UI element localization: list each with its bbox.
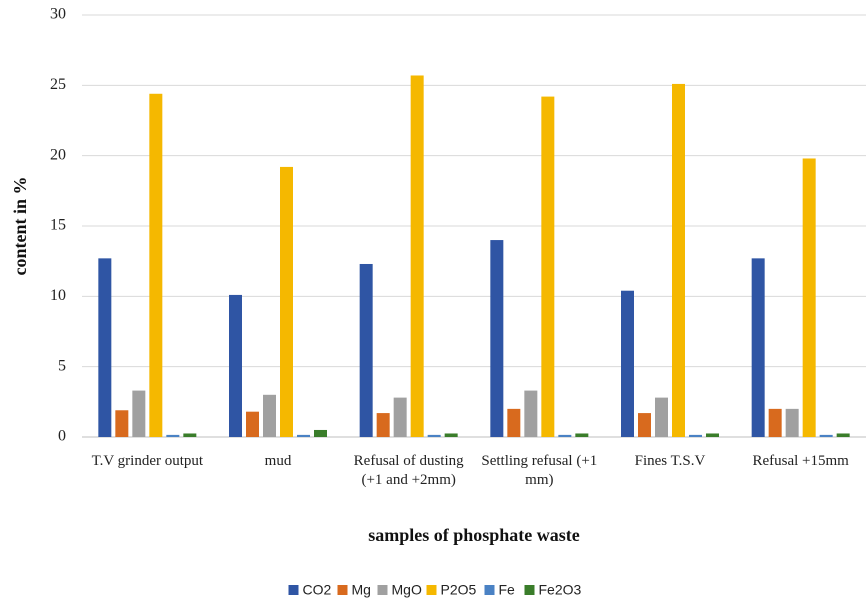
bar xyxy=(655,397,668,437)
legend-swatch xyxy=(426,585,437,595)
legend-swatch xyxy=(337,585,348,595)
bar xyxy=(524,390,538,437)
bar xyxy=(183,433,197,437)
bar xyxy=(149,93,163,438)
bar xyxy=(393,397,407,437)
bar xyxy=(229,294,242,437)
y-tick-label: 0 xyxy=(58,428,66,445)
bar xyxy=(836,433,850,437)
bar xyxy=(132,390,146,437)
bar xyxy=(706,433,719,437)
bar xyxy=(621,290,634,437)
bar xyxy=(558,434,572,437)
x-tick-label: T.V grinder output xyxy=(91,453,204,469)
legend-label: Fe2O3 xyxy=(539,582,582,598)
y-tick-label: 5 xyxy=(58,357,66,374)
bar xyxy=(359,263,373,437)
x-tick-label: Refusal +15mm xyxy=(752,453,849,469)
bar xyxy=(819,434,833,437)
y-tick-label: 10 xyxy=(50,287,66,304)
bar xyxy=(410,75,424,437)
bar xyxy=(802,158,816,438)
bar xyxy=(575,433,589,437)
bar xyxy=(115,410,129,437)
legend-label: Fe xyxy=(499,582,516,598)
bar xyxy=(263,394,276,437)
bar xyxy=(490,240,504,437)
bar xyxy=(376,413,390,437)
bar xyxy=(444,433,458,437)
y-tick-label: 20 xyxy=(50,146,66,163)
bar xyxy=(297,434,310,437)
y-tick-label: 30 xyxy=(50,6,66,23)
x-tick-label: Refusal of dusting (+1 and +2mm) xyxy=(353,453,464,488)
bar xyxy=(785,408,799,437)
y-axis-title: content in % xyxy=(10,177,30,276)
x-tick-label: Fines T.S.V xyxy=(634,453,706,469)
legend-swatch xyxy=(484,585,495,595)
y-tick-label: 25 xyxy=(50,76,66,93)
x-tick-label: mud xyxy=(264,453,292,469)
bar xyxy=(672,83,685,437)
legend-label: P2O5 xyxy=(441,582,477,598)
bar xyxy=(751,258,765,437)
bar xyxy=(98,258,112,437)
x-axis-title: samples of phosphate waste xyxy=(368,525,580,545)
legend-swatch xyxy=(377,585,388,595)
x-tick-label: Settling refusal (+1 mm) xyxy=(481,453,598,488)
y-tick-label: 15 xyxy=(50,217,66,234)
legend-label: Mg xyxy=(352,582,371,598)
legend-label: MgO xyxy=(392,582,422,598)
legend-swatch xyxy=(288,585,299,595)
bar xyxy=(246,411,259,437)
bar xyxy=(689,434,702,437)
bar xyxy=(280,166,293,438)
bar xyxy=(507,408,521,437)
bar xyxy=(314,429,327,437)
legend-label: CO2 xyxy=(303,582,332,598)
bar xyxy=(541,96,555,437)
bar xyxy=(166,434,180,437)
bar xyxy=(638,413,651,437)
legend-swatch xyxy=(524,585,535,595)
bar xyxy=(427,434,441,437)
bar xyxy=(768,408,782,437)
